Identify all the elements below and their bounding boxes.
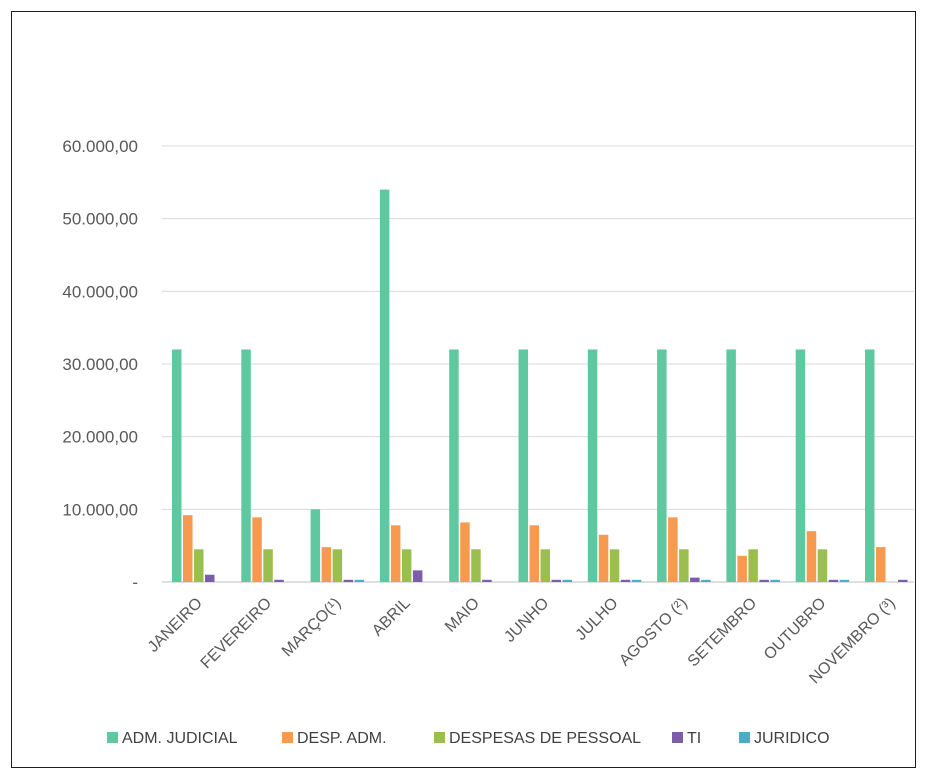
legend-label: DESPESAS DE PESSOAL (449, 730, 641, 747)
bar (609, 549, 620, 582)
gridlines (162, 145, 914, 583)
chart-frame: - 10.000,00 20.000,00 30.000,00 40.000,00 50.… (11, 11, 916, 768)
y-tick-label: 60.000,00 (62, 137, 138, 156)
bar (321, 547, 332, 582)
y-tick-label: 40.000,00 (62, 282, 138, 301)
bar (529, 525, 539, 582)
legend-swatch (672, 732, 683, 743)
x-tick-label: MAIO (442, 595, 483, 636)
legend: ADM. JUDICIAL DESP. ADM. DESPESAS DE PESSO… (107, 730, 830, 747)
legend-label: ADM. JUDICIAL (122, 730, 238, 747)
bar (748, 549, 758, 582)
bar (205, 574, 215, 582)
legend-swatch (739, 732, 750, 743)
bar (562, 579, 572, 582)
bar (172, 349, 182, 582)
bar (668, 517, 678, 582)
bar (401, 549, 412, 582)
bar (390, 525, 401, 582)
bar (865, 349, 875, 582)
x-tick-label: SETEMBRO (685, 595, 761, 671)
bar (876, 547, 886, 582)
bar (241, 349, 251, 582)
x-tick-label: MARÇO(¹) (279, 595, 344, 660)
bar (518, 349, 528, 582)
bar (274, 579, 284, 582)
bar (263, 549, 273, 582)
legend-swatch (282, 732, 293, 743)
bar (620, 579, 631, 582)
y-tick-label: 50.000,00 (62, 210, 138, 229)
bar (551, 579, 561, 582)
bar (449, 349, 459, 582)
legend-swatch (434, 732, 445, 743)
bar (183, 515, 193, 582)
bar (759, 579, 769, 582)
bar (631, 579, 642, 582)
bar (839, 579, 850, 582)
bar (737, 555, 747, 582)
bar (412, 570, 423, 582)
y-tick-label: 10.000,00 (62, 500, 138, 519)
bar (343, 579, 354, 582)
x-tick-label: ABRIL (369, 595, 414, 640)
y-axis: - 10.000,00 20.000,00 30.000,00 40.000,00 50.… (62, 137, 138, 592)
bar (690, 577, 700, 582)
bar (795, 349, 806, 582)
bar (679, 549, 689, 582)
legend-label: JURIDICO (754, 730, 830, 747)
bar (817, 549, 828, 582)
bar (828, 579, 839, 582)
x-tick-label: JULHO (573, 595, 622, 644)
bar (194, 549, 204, 582)
bar (726, 349, 736, 582)
bar-chart: - 10.000,00 20.000,00 30.000,00 40.000,00 50.… (62, 137, 914, 747)
bar (806, 531, 817, 582)
x-tick-label: JANEIRO (145, 595, 206, 656)
bar (471, 549, 481, 582)
bar (379, 189, 390, 582)
x-tick-label: JUNHO (501, 595, 552, 646)
bar (460, 522, 470, 582)
legend-swatch (107, 732, 118, 743)
y-tick-label: - (132, 573, 138, 592)
bar (332, 549, 343, 582)
x-tick-label: OUTUBRO (761, 595, 830, 664)
y-tick-label: 20.000,00 (62, 428, 138, 447)
bar (482, 579, 492, 582)
bar (898, 579, 908, 582)
legend-label: DESP. ADM. (297, 730, 387, 747)
bar (540, 549, 550, 582)
bar (701, 579, 711, 582)
bar (354, 579, 365, 582)
x-tick-label: AGOSTO (²) (616, 595, 691, 670)
legend-label: TI (687, 730, 701, 747)
bar (587, 349, 598, 582)
bar (770, 579, 780, 582)
bar (598, 534, 609, 582)
bar (657, 349, 667, 582)
bar (310, 509, 321, 582)
x-tick-label: FEVEREIRO (198, 595, 275, 672)
bars (172, 189, 908, 582)
y-tick-label: 30.000,00 (62, 355, 138, 374)
bar (252, 517, 262, 582)
